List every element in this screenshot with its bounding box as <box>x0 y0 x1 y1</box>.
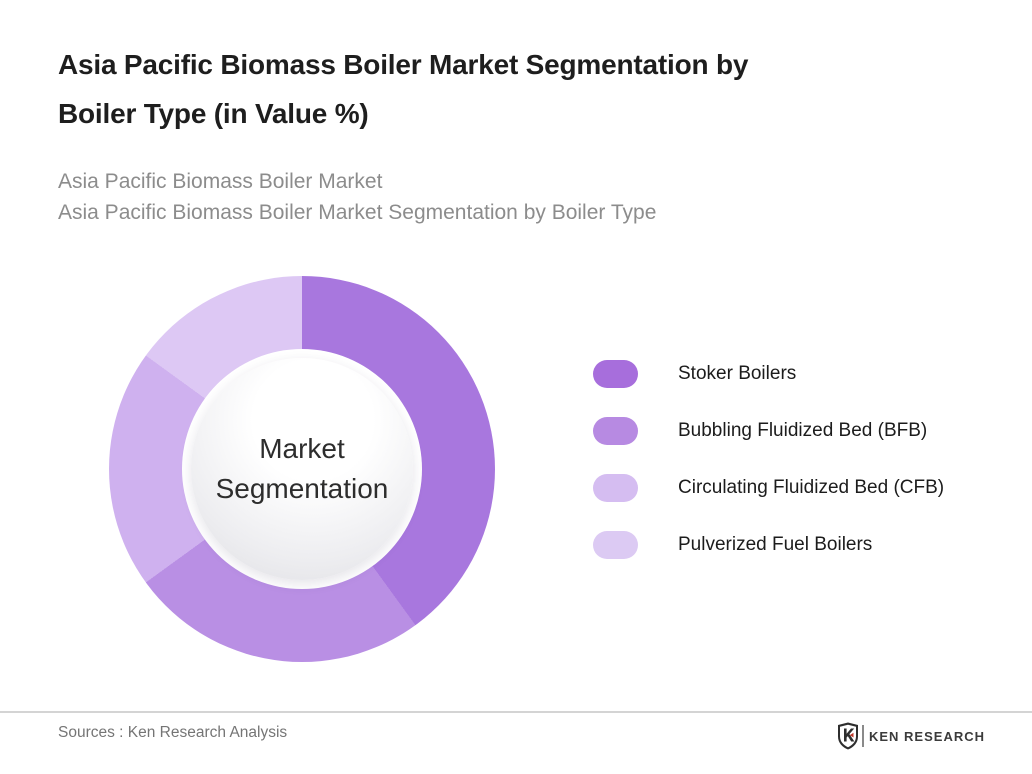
donut-chart: Market Segmentation <box>109 276 495 662</box>
legend-item-bubbling-fluidized-bed: Bubbling Fluidized Bed (BFB) <box>593 417 944 445</box>
legend-item-circulating-fluidized-bed: Circulating Fluidized Bed (CFB) <box>593 474 944 502</box>
page-subtitle-line1: Asia Pacific Biomass Boiler Market <box>58 170 383 193</box>
chart-legend: Stoker Boilers Bubbling Fluidized Bed (B… <box>593 360 944 559</box>
donut-center-label-line2: Segmentation <box>215 473 389 504</box>
page-title-line2: Boiler Type (in Value %) <box>58 98 369 129</box>
page-title: Asia Pacific Biomass Boiler Market Segme… <box>58 40 958 138</box>
legend-swatch-circulating-fluidized-bed <box>593 474 638 502</box>
legend-label: Pulverized Fuel Boilers <box>678 534 873 555</box>
donut-center-label: Market Segmentation <box>216 429 389 509</box>
legend-swatch-stoker-boilers <box>593 360 638 388</box>
logo-wordmark: KEN RESEARCH <box>868 728 985 744</box>
legend-item-pulverized-fuel-boilers: Pulverized Fuel Boilers <box>593 531 944 559</box>
page-subtitle-line2: Asia Pacific Biomass Boiler Market Segme… <box>58 201 657 224</box>
legend-item-stoker-boilers: Stoker Boilers <box>593 360 944 388</box>
legend-swatch-bubbling-fluidized-bed <box>593 417 638 445</box>
logo-divider-bar <box>861 725 864 747</box>
legend-label: Stoker Boilers <box>678 363 797 384</box>
ken-research-logo: KEN RESEARCH <box>837 721 985 751</box>
legend-label: Bubbling Fluidized Bed (BFB) <box>678 420 928 441</box>
legend-label: Circulating Fluidized Bed (CFB) <box>678 477 945 498</box>
donut-center-label-line1: Market <box>259 433 345 464</box>
shield-k-icon <box>837 722 858 750</box>
footer-divider <box>0 711 1032 713</box>
page-subtitle: Asia Pacific Biomass Boiler Market Asia … <box>58 166 958 228</box>
donut-center-disc: Market Segmentation <box>191 358 413 580</box>
source-note: Sources : Ken Research Analysis <box>58 724 288 741</box>
page-title-line1: Asia Pacific Biomass Boiler Market Segme… <box>58 49 749 80</box>
legend-swatch-pulverized-fuel-boilers <box>593 531 638 559</box>
